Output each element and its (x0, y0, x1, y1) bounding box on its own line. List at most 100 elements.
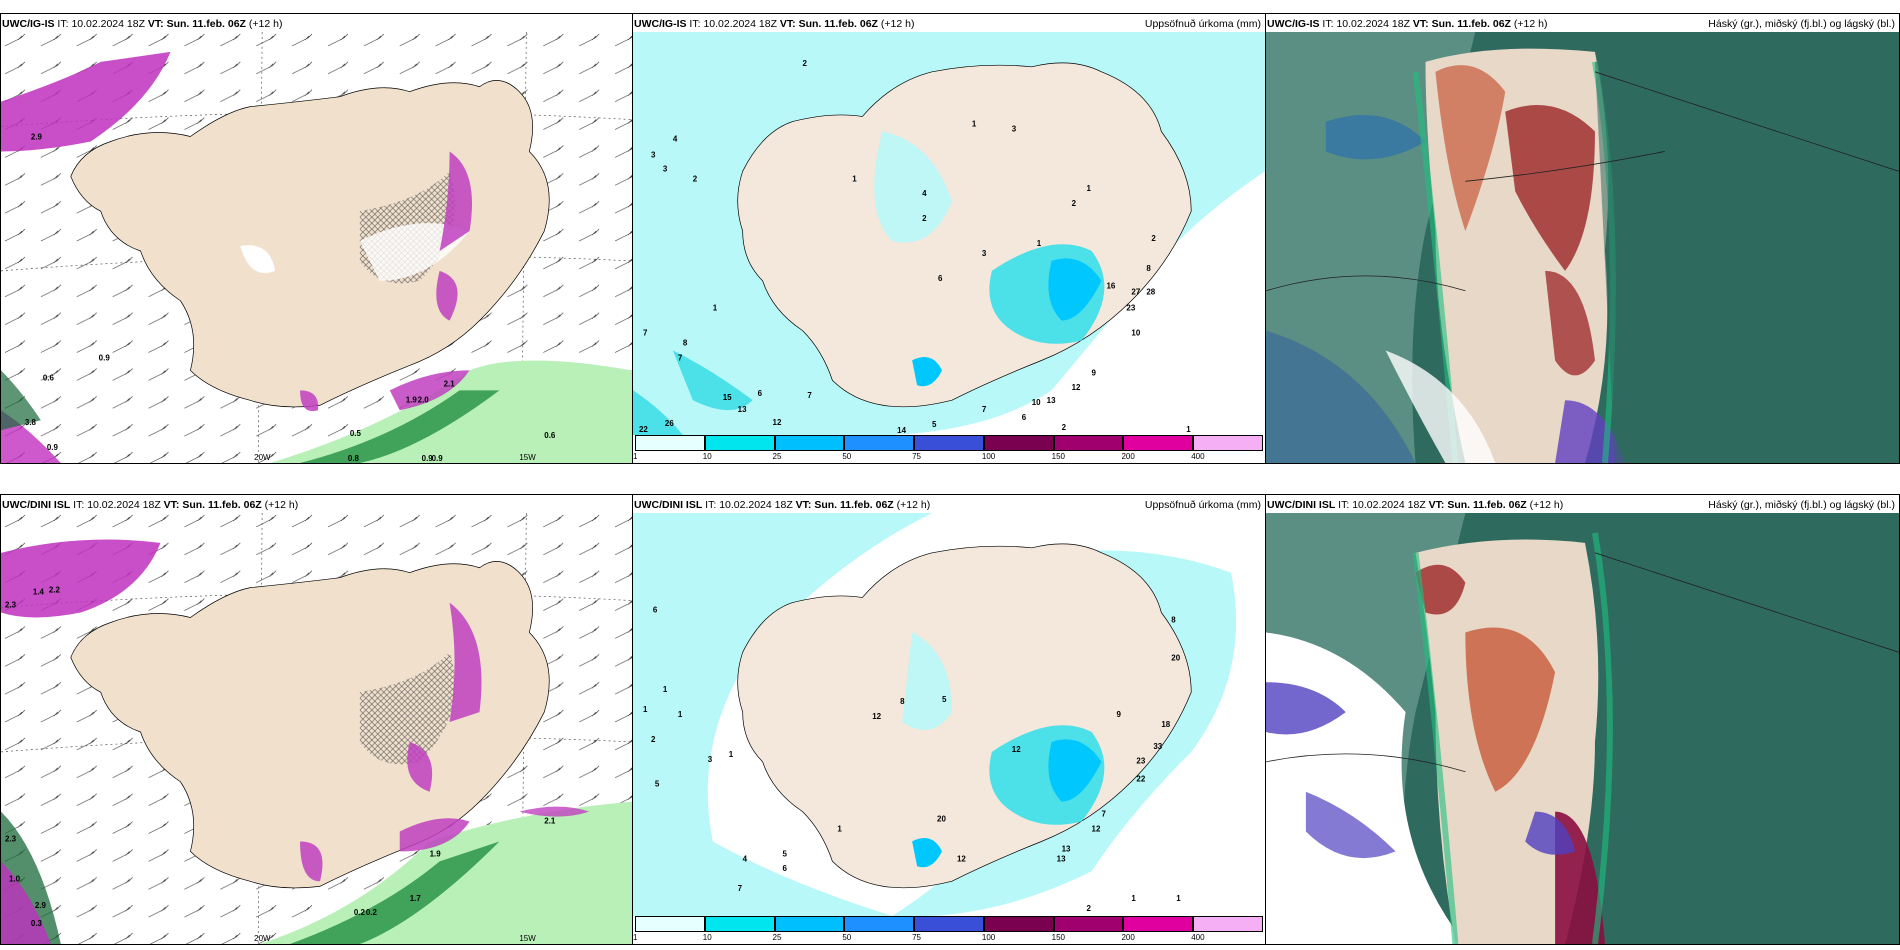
svg-text:4: 4 (743, 854, 748, 863)
wind-snow-map-panel-top: UWC/IG-IS IT: 10.02.2024 18Z VT: Sun. 11… (0, 13, 633, 464)
svg-text:26: 26 (665, 419, 674, 428)
svg-text:4: 4 (922, 189, 927, 198)
svg-text:1: 1 (837, 824, 842, 833)
colorbar-tick-label: 75 (912, 933, 922, 942)
svg-text:0.9: 0.9 (422, 454, 434, 463)
svg-text:8: 8 (683, 338, 688, 347)
svg-text:1.7: 1.7 (410, 894, 422, 903)
svg-text:1.4: 1.4 (33, 588, 45, 597)
colorbar-swatch (914, 916, 984, 932)
colorbar-tick-label: 200 (1121, 933, 1135, 942)
svg-text:8: 8 (900, 697, 905, 706)
colorbar-tick-label: 50 (842, 933, 852, 942)
cloud-map (1266, 32, 1899, 463)
svg-text:14: 14 (897, 426, 906, 435)
svg-text:8: 8 (1171, 615, 1176, 624)
svg-text:0.3: 0.3 (31, 919, 43, 928)
svg-text:8: 8 (1146, 264, 1151, 273)
cloud-map-panel-bottom: UWC/DINI ISL IT: 10.02.2024 18Z VT: Sun.… (1265, 494, 1900, 945)
wind-snow-map: 2.9 0.9 0.6 3.8 0.9 0.5 0.8 0.9 0.9 0.6 … (1, 32, 632, 463)
panel-title: UWC/IG-IS IT: 10.02.2024 18Z VT: Sun. 11… (634, 18, 915, 30)
svg-text:15W: 15W (519, 934, 536, 943)
svg-text:1: 1 (1087, 184, 1092, 193)
svg-text:2: 2 (693, 174, 698, 183)
svg-text:28: 28 (1146, 288, 1155, 297)
colorbar-swatch (1123, 435, 1194, 451)
svg-text:1: 1 (972, 120, 977, 129)
svg-text:0.9: 0.9 (47, 443, 59, 452)
wind-snow-map: 2.3 2.3 1.4 2.2 1.0 2.9 0.3 0.2 0.2 1.7 … (1, 513, 632, 944)
precip-map-panel-top: UWC/IG-IS IT: 10.02.2024 18Z VT: Sun. 11… (632, 13, 1266, 464)
svg-text:3: 3 (651, 150, 656, 159)
svg-text:23: 23 (1126, 304, 1135, 313)
colorbar-tick-label: 25 (772, 452, 782, 461)
svg-text:7: 7 (807, 391, 812, 400)
svg-text:9: 9 (1092, 368, 1097, 377)
svg-text:0.8: 0.8 (348, 454, 360, 463)
colorbar-tick-label: 100 (981, 452, 996, 461)
colorbar-swatch (774, 435, 845, 451)
svg-text:6: 6 (938, 274, 943, 283)
colorbar-swatch (774, 916, 845, 932)
svg-text:23: 23 (1136, 757, 1145, 766)
svg-text:13: 13 (1062, 844, 1071, 853)
svg-text:20: 20 (1171, 653, 1180, 662)
colorbar-tick-label: 10 (702, 452, 712, 461)
svg-text:6: 6 (758, 389, 763, 398)
svg-text:3: 3 (1012, 125, 1017, 134)
svg-text:3: 3 (982, 249, 987, 258)
svg-text:33: 33 (1153, 742, 1162, 751)
panel-title: UWC/DINI ISL IT: 10.02.2024 18Z VT: Sun.… (2, 499, 299, 511)
colorbar-swatch (983, 435, 1054, 451)
svg-text:1: 1 (1037, 239, 1042, 248)
precip-map: 2 4 3 3 2 1 7 8 7 15 13 12 22 26 6 7 1 2… (633, 32, 1265, 435)
colorbar-tick-label: 150 (1051, 933, 1066, 942)
svg-text:12: 12 (1012, 745, 1021, 754)
svg-text:22: 22 (1136, 775, 1145, 784)
svg-text:5: 5 (655, 780, 660, 789)
svg-text:1: 1 (729, 750, 734, 759)
svg-text:1: 1 (643, 705, 648, 714)
svg-text:2.0: 2.0 (418, 395, 430, 404)
svg-text:10: 10 (1131, 329, 1140, 338)
colorbar-swatch (844, 435, 915, 451)
colorbar-tick-label: 1 (633, 452, 638, 461)
svg-text:3: 3 (708, 755, 713, 764)
colorbar-swatch (1053, 916, 1124, 932)
colorbar-swatch (1193, 435, 1263, 451)
colorbar-tick-label: 400 (1191, 452, 1205, 461)
colorbar-swatch (704, 916, 775, 932)
colorbar-swatch (914, 435, 984, 451)
wind-snow-map-panel-bottom: UWC/DINI ISL IT: 10.02.2024 18Z VT: Sun.… (0, 494, 633, 945)
panel-title: UWC/IG-IS IT: 10.02.2024 18Z VT: Sun. 11… (2, 18, 283, 30)
cloud-map (1266, 513, 1899, 944)
svg-text:7: 7 (643, 329, 648, 338)
svg-text:16: 16 (1107, 282, 1116, 291)
svg-text:12: 12 (957, 854, 966, 863)
colorbar-swatch (704, 435, 775, 451)
svg-text:13: 13 (1057, 854, 1066, 863)
svg-text:13: 13 (738, 405, 747, 414)
svg-text:6: 6 (1022, 413, 1027, 422)
svg-text:15: 15 (723, 393, 732, 402)
colorbar-swatch (844, 916, 915, 932)
svg-text:2: 2 (802, 59, 807, 68)
panel-title: UWC/DINI ISL IT: 10.02.2024 18Z VT: Sun.… (1267, 499, 1564, 511)
svg-text:0.6: 0.6 (544, 431, 556, 440)
svg-text:1: 1 (1186, 425, 1191, 434)
svg-text:12: 12 (1072, 383, 1081, 392)
svg-text:1.9: 1.9 (406, 395, 418, 404)
svg-text:0.6: 0.6 (43, 373, 55, 382)
colorbar-tick-label: 150 (1051, 452, 1066, 461)
svg-text:9: 9 (1116, 710, 1121, 719)
svg-text:20W: 20W (254, 453, 271, 462)
svg-text:12: 12 (773, 418, 782, 427)
svg-text:1: 1 (678, 710, 683, 719)
colorbar-tick-label: 50 (842, 452, 852, 461)
svg-text:7: 7 (678, 353, 683, 362)
svg-text:2.3: 2.3 (5, 834, 17, 843)
svg-text:2: 2 (651, 735, 656, 744)
svg-text:2.1: 2.1 (544, 817, 556, 826)
svg-text:12: 12 (872, 712, 881, 721)
colorbar-tick-label: 25 (772, 933, 782, 942)
